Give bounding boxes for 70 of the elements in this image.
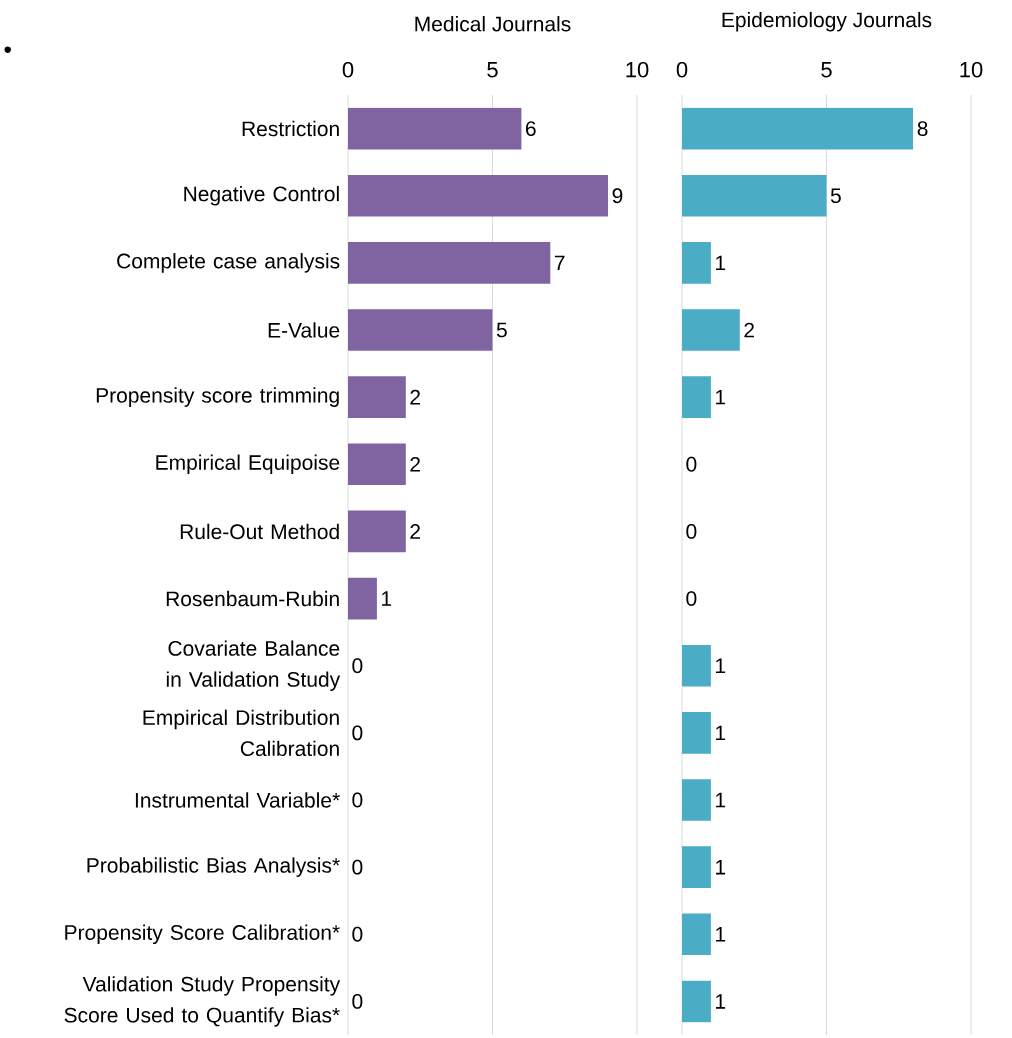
data-label: 1 — [716, 927, 726, 942]
bar — [348, 510, 406, 553]
data-label: 1 — [716, 658, 726, 673]
bar — [348, 443, 406, 486]
data-label: 1 — [716, 725, 726, 741]
y-tick-label: Negative Control — [184, 185, 339, 206]
bar — [682, 913, 711, 956]
data-label: 0 — [686, 524, 697, 539]
data-label: 0 — [352, 792, 363, 808]
x-tick-label: 10 — [626, 61, 649, 78]
data-label: 0 — [686, 591, 697, 607]
y-tick-label: Probabilistic Bias Analysis* — [87, 857, 340, 877]
bar — [348, 174, 609, 217]
y-tick-label: Propensity Score Calibration* — [65, 924, 340, 945]
y-tick-label: Restriction — [242, 120, 339, 137]
x-tick-label: 5 — [821, 62, 832, 78]
x-tick-label: 5 — [487, 62, 498, 78]
y-tick-label: Rosenbaum-Rubin — [166, 590, 339, 607]
data-label: 5 — [830, 188, 841, 204]
bar — [682, 712, 711, 754]
y-tick-label: E-Value — [268, 322, 340, 338]
data-label: 0 — [352, 658, 363, 674]
chart-title: Medical Journals — [415, 16, 571, 32]
x-tick-label: 0 — [676, 61, 688, 78]
bar — [682, 779, 711, 821]
data-label: 1 — [716, 994, 726, 1009]
y-tick-label: Covariate Balance in Validation Study — [166, 640, 341, 692]
y-tick-label: Instrumental Variable* — [135, 792, 340, 808]
y-tick-label: Empirical Equipoise — [156, 454, 340, 475]
data-label: 7 — [554, 255, 565, 271]
bar — [682, 376, 711, 418]
bar — [348, 107, 522, 150]
data-label: 0 — [686, 456, 697, 472]
data-label: 2 — [744, 322, 754, 338]
bar — [348, 376, 406, 418]
text: • — [4, 46, 11, 53]
bar — [682, 309, 740, 351]
bar — [682, 107, 914, 150]
data-label: 1 — [716, 859, 726, 875]
data-label: 2 — [410, 456, 420, 472]
data-label: 1 — [716, 255, 726, 271]
data-label: 6 — [526, 121, 536, 136]
bar — [682, 174, 827, 217]
data-label: 0 — [352, 994, 363, 1009]
data-label: 1 — [716, 792, 726, 808]
data-label: 0 — [352, 725, 363, 741]
data-label: 8 — [917, 121, 928, 136]
bar — [348, 242, 551, 284]
bar — [682, 242, 711, 284]
data-label: 1 — [716, 389, 726, 405]
y-tick-label: Rule-Out Method — [180, 523, 339, 540]
y-tick-label: Empirical Distribution Calibration — [143, 709, 339, 757]
bar — [348, 577, 377, 620]
data-label: 9 — [612, 188, 623, 204]
data-label: 0 — [352, 859, 363, 875]
x-tick-label: 10 — [960, 61, 983, 78]
bar — [682, 980, 711, 1023]
data-label: 2 — [410, 389, 420, 405]
y-tick-label: Validation Study Propensity Score Used to Quantify Bias* — [64, 976, 341, 1027]
data-label: 5 — [496, 322, 507, 338]
y-tick-label: Complete case analysis — [117, 253, 340, 273]
bar — [682, 644, 711, 687]
chart-title: Epidemiology Journals — [722, 11, 932, 32]
bar — [348, 309, 493, 351]
x-tick-label: 0 — [342, 61, 354, 78]
data-label: 1 — [382, 591, 392, 606]
data-label: 2 — [410, 524, 420, 539]
bar — [682, 846, 711, 888]
y-tick-label: Propensity score trimming — [96, 387, 339, 407]
data-label: 0 — [352, 926, 363, 942]
